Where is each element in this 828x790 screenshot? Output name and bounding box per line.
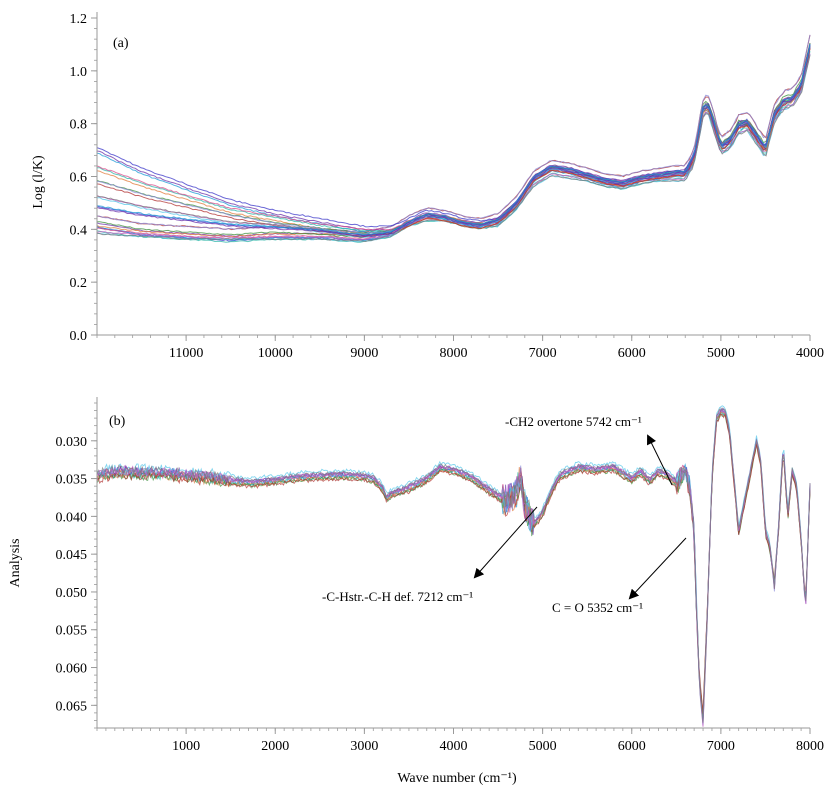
panel-a-x-tick-label: 7000	[529, 346, 557, 361]
panel-a-series-line	[96, 48, 811, 234]
panel-b-series-line	[96, 410, 811, 713]
panel-a-y-tick-label: 0.2	[70, 276, 88, 291]
panel-b-series-line	[96, 413, 811, 714]
panel-a-series-line	[96, 44, 811, 237]
panel-a-y-tick-label: 0.6	[70, 171, 88, 186]
panel-a-y-tick-label: 0.0	[70, 329, 88, 344]
panel-a-x-tick-label: 11000	[169, 346, 203, 361]
panel-a-x-tick-label: 9000	[350, 346, 378, 361]
annotation-co-text: C = O 5352 cm⁻¹	[552, 600, 643, 615]
panel-a-series-layer	[96, 34, 811, 243]
panel-b-series-line	[96, 410, 811, 722]
panel-a-series-line	[96, 34, 811, 233]
panel-b-series-layer	[96, 405, 811, 727]
panel-b-y-tick-label: 0.045	[56, 548, 88, 563]
panel-b-series-line	[96, 411, 811, 716]
panel-a: 11000 10000 9000 8000 7000 6000 5000 4000 0.0 0.2…	[31, 12, 824, 361]
panel-b-y-tick-label: 0.055	[56, 624, 88, 639]
panel-b-y-tick-label: 0.060	[56, 662, 88, 677]
annotation-co: C = O 5352 cm⁻¹	[552, 537, 687, 615]
panel-a-axes: 11000 10000 9000 8000 7000 6000 5000 4000 0.0 0.2…	[70, 12, 824, 361]
panel-a-series-line	[96, 44, 811, 236]
panel-a-series-line	[96, 45, 811, 234]
panel-a-x-tick-label: 5000	[707, 346, 735, 361]
panel-a-series-line	[96, 46, 811, 231]
panel-a-series-line	[96, 48, 811, 238]
panel-b-x-tick-label: 6000	[618, 739, 646, 754]
panel-b-series-line	[96, 406, 811, 726]
panel-b-axes: 1000 2000 3000 4000 5000 6000 7000 8000 0.030 0.0…	[56, 397, 824, 754]
panel-a-series-line	[96, 47, 811, 240]
panel-a-label: (a)	[113, 36, 129, 51]
panel-b-x-tick-label: 4000	[440, 739, 468, 754]
panel-a-y-tick-label: 0.8	[70, 118, 88, 133]
panel-b-y-tick-label: 0.035	[56, 473, 88, 488]
panel-a-series-line	[97, 44, 811, 232]
panel-b-x-tick-label: 1000	[172, 739, 200, 754]
panel-b-series-line	[96, 413, 811, 716]
annotation-ch-str-arrow	[473, 506, 538, 579]
panel-b-series-line	[96, 407, 811, 723]
panel-b-x-tick-label: 2000	[261, 739, 289, 754]
annotation-ch-str: -C-Hstr.-C-H def. 7212 cm⁻¹	[322, 506, 538, 604]
panel-b-y-tick-label: 0.030	[56, 435, 88, 450]
panel-a-series-line	[96, 43, 811, 238]
panel-b-y-tick-label: 0.050	[56, 586, 88, 601]
panel-a-series-line	[96, 46, 811, 238]
panel-a-x-tick-label: 4000	[796, 346, 824, 361]
panel-a-series-line	[96, 44, 811, 237]
panel-b-ylabel: Analysis	[8, 539, 23, 588]
panel-a-x-tick-label: 10000	[258, 346, 293, 361]
panel-a-series-line	[96, 55, 811, 243]
panel-a-series-line	[96, 43, 811, 236]
panel-b-y-tick-label: 0.040	[56, 510, 88, 525]
panel-b-x-tick-label: 8000	[796, 739, 824, 754]
panel-a-x-tick-label: 6000	[618, 346, 646, 361]
panel-a-x-tick-label: 8000	[440, 346, 468, 361]
panel-b-x-tick-label: 7000	[707, 739, 735, 754]
panel-b-series-line	[96, 409, 811, 727]
panel-b-x-tick-label: 3000	[350, 739, 378, 754]
panel-b-xlabel: Wave number (cm⁻¹)	[397, 771, 517, 786]
annotation-ch2-arrow	[647, 434, 673, 486]
panel-a-y-tick-label: 1.2	[70, 12, 88, 27]
panel-a-series-line	[96, 48, 811, 235]
panel-b-y-tick-label: 0.065	[56, 699, 88, 714]
panel-b-label: (b)	[109, 414, 126, 429]
panel-a-ylabel: Log (l/K)	[31, 155, 46, 209]
panel-b-series-line	[96, 405, 811, 724]
panel-b-series-line	[96, 408, 811, 721]
panel-a-y-tick-label: 0.4	[70, 223, 88, 238]
panel-b: 1000 2000 3000 4000 5000 6000 7000 8000 0.030 0.0…	[8, 397, 824, 786]
panel-b-series-line	[96, 410, 811, 721]
panel-a-y-tick-label: 1.0	[70, 65, 88, 80]
annotation-co-arrow	[628, 537, 687, 600]
annotation-ch-str-text: -C-Hstr.-C-H def. 7212 cm⁻¹	[322, 589, 473, 604]
panel-a-series-line	[96, 34, 811, 233]
annotation-ch2-overtone: -CH2 overtone 5742 cm⁻¹	[505, 414, 673, 486]
panel-a-series-line	[96, 46, 811, 235]
panel-b-series-line	[96, 407, 811, 721]
panel-b-x-tick-label: 5000	[529, 739, 557, 754]
annotation-ch2-text: -CH2 overtone 5742 cm⁻¹	[505, 414, 642, 429]
